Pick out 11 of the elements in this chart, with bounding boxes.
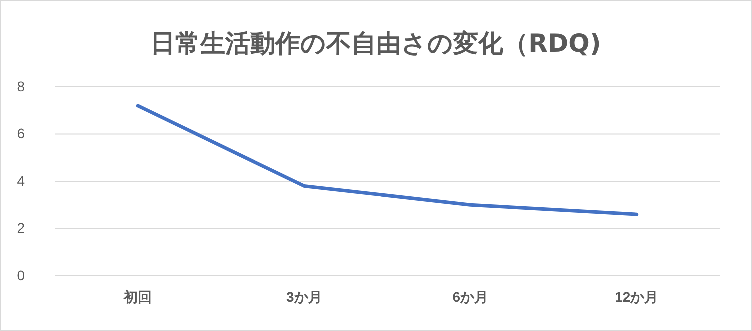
y-tick-label: 8 xyxy=(17,78,26,94)
line-series xyxy=(136,104,639,216)
x-tick-label: 12か月 xyxy=(615,288,659,305)
chart-title: 日常生活動作の不自由さの変化（RDQ) xyxy=(150,29,602,58)
y-tick-label: 2 xyxy=(17,220,26,236)
y-tick-label: 0 xyxy=(17,267,26,284)
y-tick-label: 6 xyxy=(17,126,26,142)
x-tick-label: 初回 xyxy=(123,288,152,305)
x-tick-label: 6か月 xyxy=(452,288,489,305)
x-tick-label: 3か月 xyxy=(286,288,322,305)
y-tick-label: 4 xyxy=(17,172,26,189)
